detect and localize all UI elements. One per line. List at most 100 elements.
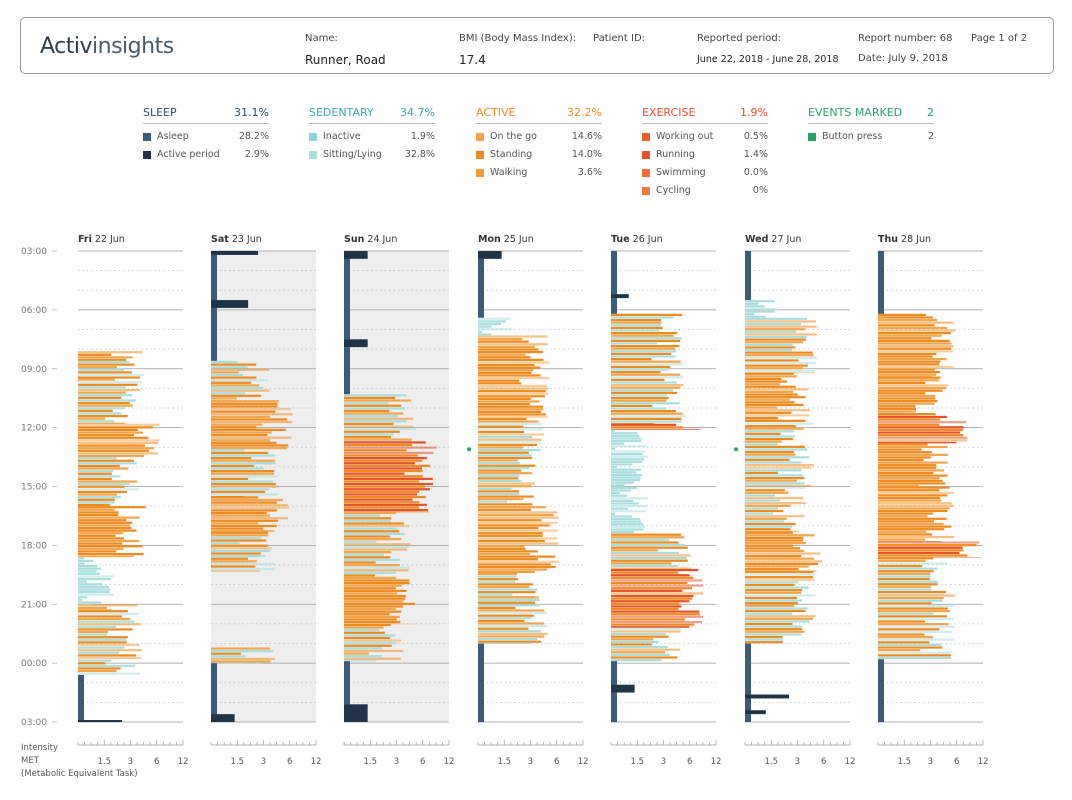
activity-bar [611,607,679,611]
activity-bar [478,485,532,488]
met-tick-label: 3 [394,757,399,767]
activity-bar [611,376,684,379]
activity-bar [344,600,404,603]
activity-bar [78,464,120,468]
activity-bar [611,391,678,394]
activity-bar [344,525,410,528]
activity-bar [78,457,117,460]
activity-bar [211,534,269,537]
time-label-4: 15:00 [21,483,47,493]
activity-bar [78,449,150,452]
activity-bar [478,451,529,454]
activity-bar [745,466,812,469]
activity-bar [344,506,420,509]
activity-bar [745,361,816,365]
activity-bar [745,531,793,534]
activity-bar [745,302,759,305]
activity-bar [878,436,968,439]
activity-bar [478,558,538,561]
activity-bar [745,401,795,404]
activity-bar [478,487,512,490]
activity-bar [78,636,128,639]
activity-bar [878,415,947,419]
activity-bar [611,460,643,463]
activity-bar [78,615,123,618]
activity-bar [78,596,88,599]
activity-bar [611,551,679,554]
activity-bar [878,538,926,541]
activity-bar [78,477,112,481]
activity-bar [478,578,519,581]
activity-bar [611,530,635,534]
activity-bar [611,538,670,541]
activity-bar [611,618,685,621]
time-label-7: 00:00 [21,659,47,669]
activity-bar [78,431,143,434]
activity-bar [878,453,949,456]
day-date: 28 Jun [898,234,931,245]
activity-bar [611,562,672,565]
summary-sedentary: SEDENTARY 34.7% Inactive 1.9% Sitting/Lying 3… [309,106,435,160]
activity-bar [78,552,144,556]
legend-swatch [309,132,317,141]
activity-bar [478,389,546,393]
activity-bar [878,554,968,557]
activity-bar [211,547,272,550]
activity-bar [211,407,291,411]
activity-bar [745,474,803,477]
activity-bar [878,649,921,652]
activity-bar [478,410,542,413]
activity-bar [78,378,115,381]
activity-bar [344,556,391,559]
activity-bar [78,646,125,649]
activity-bar [78,651,120,654]
activity-bar [878,535,955,539]
activity-bar [211,498,283,502]
activity-bar [478,436,533,439]
activity-bar [211,544,268,547]
activity-bar [745,398,790,401]
activity-bar [478,580,516,583]
activity-bar [878,504,954,507]
activity-bar [344,399,412,402]
sleep-bar [344,661,350,705]
activity-bar [344,527,398,530]
activity-bar [78,628,133,631]
activity-bar [745,307,779,311]
activity-bar [78,420,115,423]
activity-bar [878,533,932,536]
sleep-bar [878,251,884,314]
activity-bar [745,445,805,448]
activity-bar [78,493,118,496]
activity-bar [745,346,796,349]
summary-item-label: Swimming [656,167,706,178]
activity-bar [745,375,797,378]
activity-bar [611,352,672,355]
activity-bar [878,418,941,421]
activity-bar [78,557,85,560]
summary-item: Cycling 0% [642,185,768,196]
activity-bar [344,574,375,577]
activity-bar [745,435,795,438]
activity-bar [878,607,948,610]
summary-item: Standing 14.0% [476,149,602,160]
activity-bar [878,522,944,526]
bmi-value: 17.4 [459,53,486,67]
activity-bar [878,604,954,608]
activity-bar [78,381,142,384]
summary-heading: EXERCISE 1.9% [642,106,768,124]
activity-bar [745,414,810,417]
day-label-wed: Wed 27 Jun [745,234,801,245]
activity-bar [878,507,950,510]
activity-bar [611,630,681,633]
activity-bar [878,499,942,502]
activity-bar [78,356,133,359]
activity-bar [611,633,666,636]
day-weekday: Tue [611,234,630,245]
activity-bar [478,356,531,359]
activity-bar [878,376,941,379]
period-value: June 22, 2018 - June 28, 2018 [697,54,839,65]
activity-bar [344,490,420,493]
activity-bar [745,612,793,615]
activity-bar [344,589,407,592]
